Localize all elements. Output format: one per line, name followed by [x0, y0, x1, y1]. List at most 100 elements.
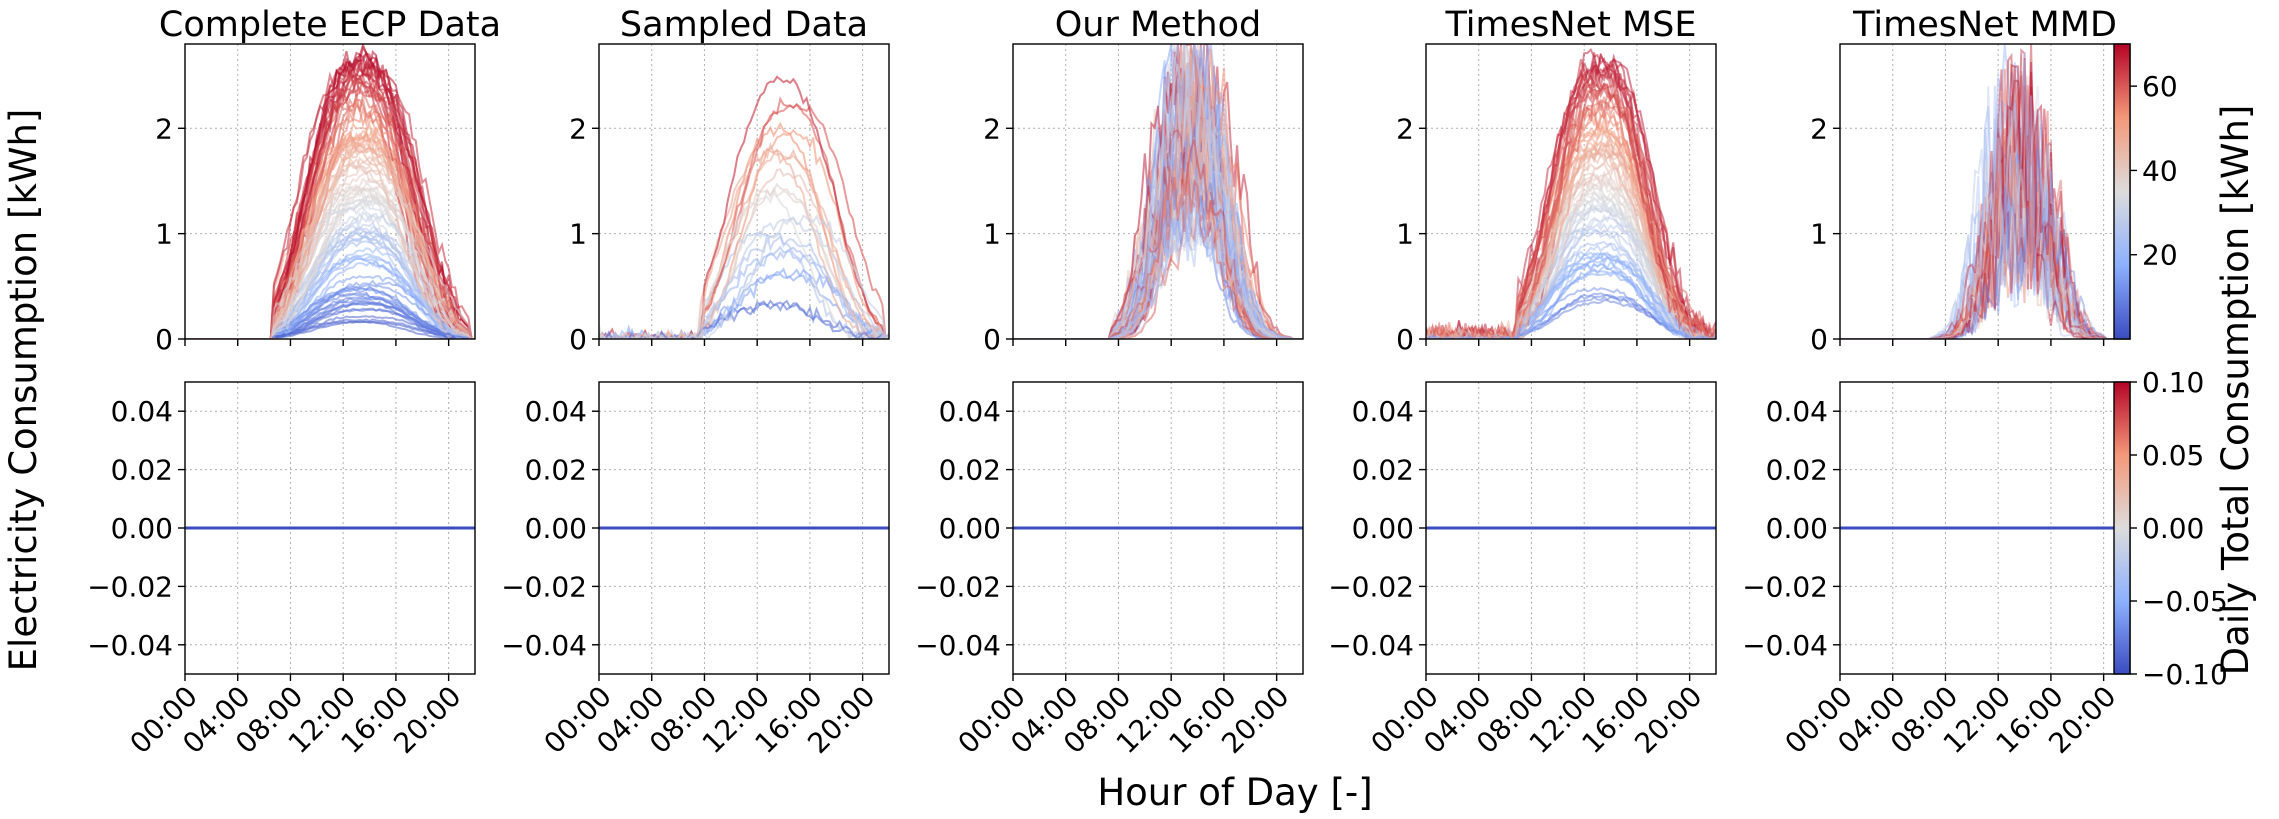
series-line: [1426, 135, 1716, 339]
series-line: [1013, 44, 1303, 339]
series-line: [1840, 149, 2130, 339]
y-tick-label: 0: [983, 323, 1001, 356]
series-lines: [185, 44, 475, 339]
panel-1: Complete ECP Data 0 1 2 0.04 0.02 0.00 −0.02 −0.…: [87, 5, 501, 760]
series-line: [1426, 94, 1716, 339]
series-line: [1840, 128, 2130, 339]
colorbar-tick-label: −0.05: [2142, 585, 2228, 618]
y-tick-label: 0: [1396, 323, 1414, 356]
series-line: [1840, 136, 2130, 339]
series-lines: [1426, 47, 1716, 339]
y-tick-label: 0.04: [939, 395, 1001, 428]
y-tick-label: 2: [1396, 112, 1414, 145]
series-lines: [599, 75, 889, 339]
colorbar-1: 60 40 20: [2113, 43, 2178, 340]
y-tick-label: 0.02: [1766, 454, 1828, 487]
series-line: [1840, 148, 2130, 339]
series-line: [185, 285, 475, 339]
series-line: [1426, 66, 1716, 339]
panel-title: Complete ECP Data: [159, 5, 501, 45]
series-line: [1840, 51, 2130, 339]
y-tick-label: 2: [569, 112, 587, 145]
series-line: [1840, 148, 2130, 339]
panel-3: Our Method0120.040.020.00−0.02−0.0400:00…: [915, 5, 1304, 760]
series-line: [1013, 207, 1303, 339]
series-line: [1840, 128, 2130, 339]
y-tick-label: 1: [155, 218, 173, 251]
series-line: [185, 198, 475, 339]
series-line: [1840, 166, 2130, 339]
y-tick-label: 0.02: [111, 454, 173, 487]
series-line: [1013, 93, 1303, 339]
series-line: [1013, 126, 1303, 339]
plot-frame: [598, 43, 890, 340]
colorbar-2: 0.10 0.05 0.00 −0.05 −0.10: [2113, 366, 2228, 691]
series-line: [1840, 182, 2130, 339]
y-tick-label: 0: [569, 323, 587, 356]
y-tick-label: 1: [1810, 218, 1828, 251]
series-line: [599, 216, 889, 339]
series-line: [1840, 55, 2130, 339]
series-line: [1840, 85, 2130, 339]
y-tick-label: 0.02: [939, 454, 1001, 487]
series-line: [185, 231, 475, 339]
colorbar-tick-label: 0.05: [2142, 439, 2204, 472]
colorbar-frame: [2113, 43, 2131, 340]
series-line: [1840, 122, 2130, 339]
panel-2: Sampled Data0120.040.020.00−0.02−0.0400:…: [501, 5, 890, 760]
series-line: [1840, 60, 2130, 339]
series-line: [185, 169, 475, 339]
series-lines: [1840, 44, 2130, 339]
panel-title: Sampled Data: [620, 5, 868, 45]
colorbar-label: Daily Total Consumption [kWh]: [2214, 105, 2257, 676]
y-tick-label: 1: [983, 218, 1001, 251]
series-line: [1840, 75, 2130, 339]
y-tick-label: 2: [983, 112, 1001, 145]
series-line: [1013, 162, 1303, 339]
y-tick-label: 0.04: [1352, 395, 1414, 428]
series-line: [1840, 110, 2130, 339]
series-line: [1840, 154, 2130, 339]
colorbar-tick-label: −0.10: [2142, 658, 2228, 691]
series-line: [185, 98, 475, 339]
series-line: [599, 182, 889, 339]
colorbar-gradient: [2114, 382, 2130, 674]
y-tick-label: 0.04: [1766, 395, 1828, 428]
panel-4: TimesNet MSE0120.040.020.00−0.02−0.0400:…: [1328, 5, 1717, 760]
y-tick-label: 0: [1810, 323, 1828, 356]
y-tick-label: 0.04: [111, 395, 173, 428]
series-line: [185, 246, 475, 339]
series-line: [1426, 130, 1716, 339]
y-tick-label: 0.00: [1766, 512, 1828, 545]
y-tick-label: −0.04: [915, 629, 1001, 662]
series-line: [1840, 132, 2130, 339]
series-line: [1840, 149, 2130, 339]
y-tick-label: 1: [1396, 218, 1414, 251]
colorbar-tick-label: 40: [2142, 154, 2178, 187]
series-line: [1840, 81, 2130, 339]
series-line: [185, 142, 475, 339]
series-line: [1840, 173, 2130, 339]
colorbar-tick-label: 20: [2142, 239, 2178, 272]
series-line: [185, 318, 475, 339]
y-tick-label: −0.02: [501, 570, 587, 603]
y-tick-label: −0.04: [1328, 629, 1414, 662]
series-line: [1840, 44, 2130, 339]
y-tick-label: 0.04: [525, 395, 587, 428]
series-line: [1013, 129, 1303, 339]
plot-frame: [1012, 43, 1304, 340]
colorbar-tick-label: 0.10: [2142, 366, 2204, 399]
series-line: [185, 57, 475, 339]
series-line: [1840, 112, 2130, 339]
series-line: [1013, 204, 1303, 339]
series-line: [185, 296, 475, 339]
y-tick-label: −0.04: [501, 629, 587, 662]
series-line: [1840, 150, 2130, 339]
series-line: [185, 72, 475, 339]
series-line: [1426, 192, 1716, 339]
series-line: [599, 249, 889, 339]
series-line: [1840, 182, 2130, 339]
series-line: [1840, 71, 2130, 339]
y-tick-label: 2: [1810, 112, 1828, 145]
y-tick-label: −0.04: [87, 629, 173, 662]
